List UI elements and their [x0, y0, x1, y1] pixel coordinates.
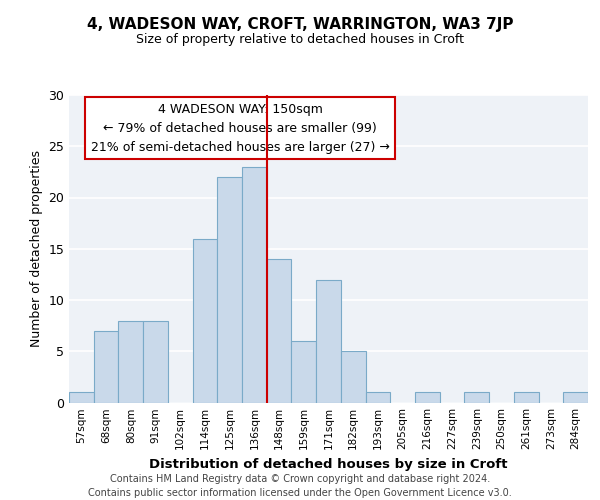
Bar [193, 238, 217, 402]
Bar [365, 392, 390, 402]
Y-axis label: Number of detached properties: Number of detached properties [30, 150, 43, 347]
Bar [464, 392, 489, 402]
Text: 4, WADESON WAY, CROFT, WARRINGTON, WA3 7JP: 4, WADESON WAY, CROFT, WARRINGTON, WA3 7… [87, 18, 513, 32]
Bar [267, 259, 292, 402]
Bar [563, 392, 588, 402]
Bar [292, 341, 316, 402]
Bar [514, 392, 539, 402]
Bar [94, 331, 118, 402]
Bar [217, 177, 242, 402]
Text: Size of property relative to detached houses in Croft: Size of property relative to detached ho… [136, 32, 464, 46]
Bar [316, 280, 341, 402]
Bar [143, 320, 168, 402]
Bar [118, 320, 143, 402]
Text: 4 WADESON WAY: 150sqm
← 79% of detached houses are smaller (99)
21% of semi-deta: 4 WADESON WAY: 150sqm ← 79% of detached … [91, 102, 390, 154]
X-axis label: Distribution of detached houses by size in Croft: Distribution of detached houses by size … [149, 458, 508, 471]
Text: Contains HM Land Registry data © Crown copyright and database right 2024.
Contai: Contains HM Land Registry data © Crown c… [88, 474, 512, 498]
Bar [69, 392, 94, 402]
Bar [341, 351, 365, 403]
Bar [415, 392, 440, 402]
Bar [242, 167, 267, 402]
